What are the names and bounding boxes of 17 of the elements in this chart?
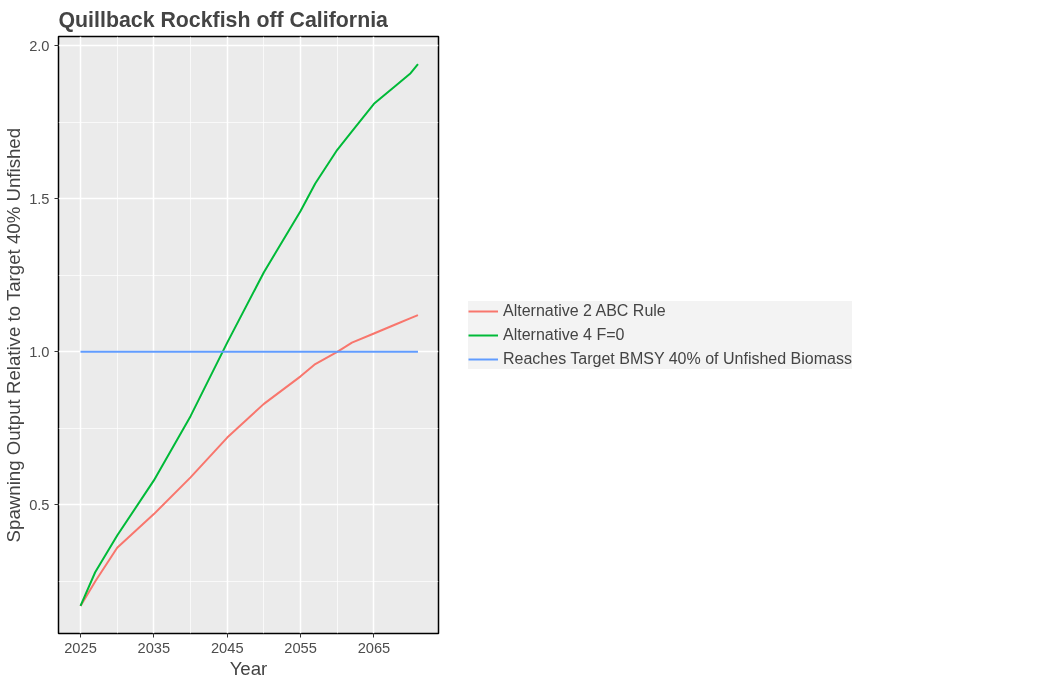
x-tick-label: 2045 [210,639,244,656]
y-tick-label: 1.0 [29,343,50,360]
x-tick-label: 2035 [137,639,171,656]
y-tick-label: 2.0 [29,37,50,54]
x-tick-label: 2065 [357,639,391,656]
x-tick-label: 2055 [284,639,317,656]
y-tick-label: 0.5 [29,496,50,513]
chart-title: Quillback Rockfish off California [58,7,389,32]
line-series [79,63,419,607]
x-tick-label: 2025 [64,639,97,656]
x-axis-title: Year [229,657,268,679]
y-axis-title: Spawning Output Relative to Target 40% Unfished [3,127,25,543]
y-tick-label: 1.5 [29,190,50,207]
line-series [79,314,419,607]
legend-label: Alternative 4 F=0 [503,325,625,344]
legend-label: Reaches Target BMSY 40% of Unfished Biomass [503,349,852,368]
legend-label: Alternative 2 ABC Rule [503,301,666,320]
